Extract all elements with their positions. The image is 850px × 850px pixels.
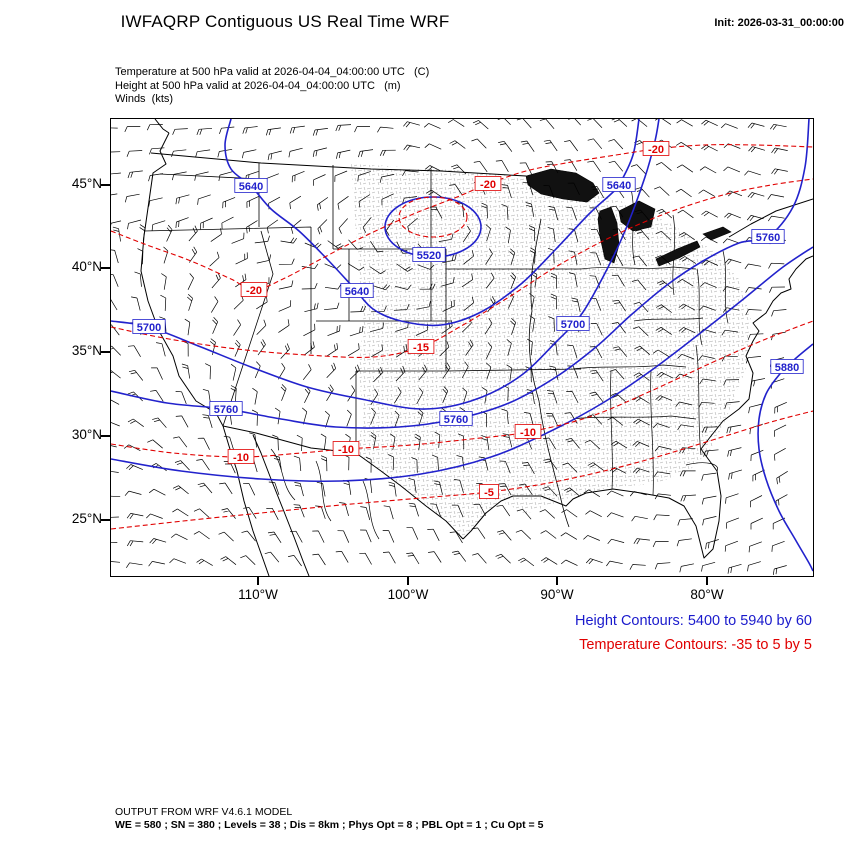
lon-axis-tick	[257, 576, 259, 585]
map-plot-area: 5640 5640 5640 5520 5700 5700 5760 5760 5760 5880…	[110, 118, 814, 577]
height-contour-legend: Height Contours: 5400 to 5940 by 60	[575, 613, 812, 629]
height-contour-label: 5700	[561, 319, 585, 331]
temperature-label-box	[407, 339, 435, 354]
temperature-contour-label: -10	[520, 427, 536, 439]
county-texture-region	[351, 164, 751, 539]
lon-axis-label: 110°W	[238, 587, 278, 602]
height-contour-5700	[111, 119, 660, 410]
wind-barbs-layer	[111, 119, 788, 575]
lon-axis-tick	[706, 576, 708, 585]
model-footer: OUTPUT FROM WRF V4.6.1 MODEL WE = 580 ; …	[115, 806, 543, 832]
height-label-box	[209, 401, 243, 416]
model-config-line: WE = 580 ; SN = 380 ; Levels = 38 ; Dis …	[115, 819, 544, 831]
height-label-box	[751, 229, 785, 244]
plot-title: IWFAQRP Contiguous US Real Time WRF	[120, 12, 450, 31]
field-descriptions: Temperature at 500 hPa valid at 2026-04-…	[115, 66, 429, 107]
lat-axis-label: 45°N	[71, 176, 102, 191]
lat-axis-label: 30°N	[71, 427, 102, 442]
lat-axis-tick	[101, 351, 110, 353]
height-label-box	[556, 316, 590, 331]
temperature-label-box	[478, 484, 499, 499]
lat-axis-tick	[101, 519, 110, 521]
height-label-box	[234, 178, 268, 193]
temperature-contour-label: -10	[338, 444, 354, 456]
temperature-label-box	[240, 282, 268, 297]
temperature-contour-label: -10	[233, 452, 249, 464]
init-timestamp: Init: 2026-03-31_00:00:00	[714, 17, 844, 29]
temperature-contour-legend: Temperature Contours: -35 to 5 by 5	[579, 637, 812, 653]
lat-axis-label: 40°N	[71, 259, 102, 274]
winds-field-label: Winds (kts)	[115, 93, 174, 105]
great-lakes	[525, 168, 732, 267]
height-contour-label: 5760	[756, 232, 780, 244]
height-contour-label: 5760	[214, 404, 238, 416]
temperature-contour-label: -5	[484, 487, 494, 499]
height-label-box	[412, 247, 446, 262]
temperature-contour-label: -20	[648, 144, 664, 156]
lat-axis-label: 25°N	[71, 511, 102, 526]
temperature-label-box	[514, 424, 542, 439]
temperature-contour-label: -20	[246, 285, 262, 297]
temperature-contour-label: -15	[413, 342, 429, 354]
temperature-field-label: Temperature at 500 hPa valid at 2026-04-…	[115, 66, 430, 78]
temperature-contour--15	[111, 178, 813, 358]
model-version-line: OUTPUT FROM WRF V4.6.1 MODEL	[115, 806, 293, 818]
height-label-box	[602, 177, 636, 192]
height-contour-label: 5700	[137, 322, 161, 334]
height-label-box	[340, 283, 374, 298]
height-contour-label: 5640	[239, 181, 263, 193]
lat-axis-tick	[101, 435, 110, 437]
lon-axis-label: 90°W	[540, 587, 574, 602]
temperature-label-box	[332, 441, 360, 456]
temperature-label-box	[474, 176, 502, 191]
mexico-state-lines-path	[270, 448, 380, 540]
weather-map-canvas: 5640 5640 5640 5520 5700 5700 5760 5760 5760 5880…	[111, 119, 813, 576]
height-label-box	[770, 359, 804, 374]
height-contour-label: 5880	[775, 362, 799, 374]
lon-axis-label: 100°W	[387, 587, 429, 602]
temperature-contour-label: -20	[480, 179, 496, 191]
temperature-contour--25	[398, 196, 468, 238]
height-label-box	[439, 411, 473, 426]
lon-axis-tick	[556, 576, 558, 585]
height-label-box	[132, 319, 166, 334]
lat-axis-tick	[101, 184, 110, 186]
height-contour-label: 5640	[345, 286, 369, 298]
height-contour-5880	[757, 343, 813, 572]
temperature-label-box	[227, 449, 255, 464]
lon-axis-tick	[407, 576, 409, 585]
lon-axis-label: 80°W	[690, 587, 724, 602]
height-contour-label: 5640	[607, 180, 631, 192]
temperature-label-box	[642, 141, 670, 156]
contour-labels-layer: 5640 5640 5640 5520 5700 5700 5760 5760 5760 5880…	[132, 141, 804, 499]
lat-axis-tick	[101, 267, 110, 269]
height-contour-label: 5760	[444, 414, 468, 426]
wind-barbs	[111, 119, 788, 575]
height-contour-label: 5520	[417, 250, 441, 262]
height-field-label: Height at 500 hPa valid at 2026-04-04_04…	[115, 79, 401, 92]
lat-axis-label: 35°N	[71, 343, 102, 358]
